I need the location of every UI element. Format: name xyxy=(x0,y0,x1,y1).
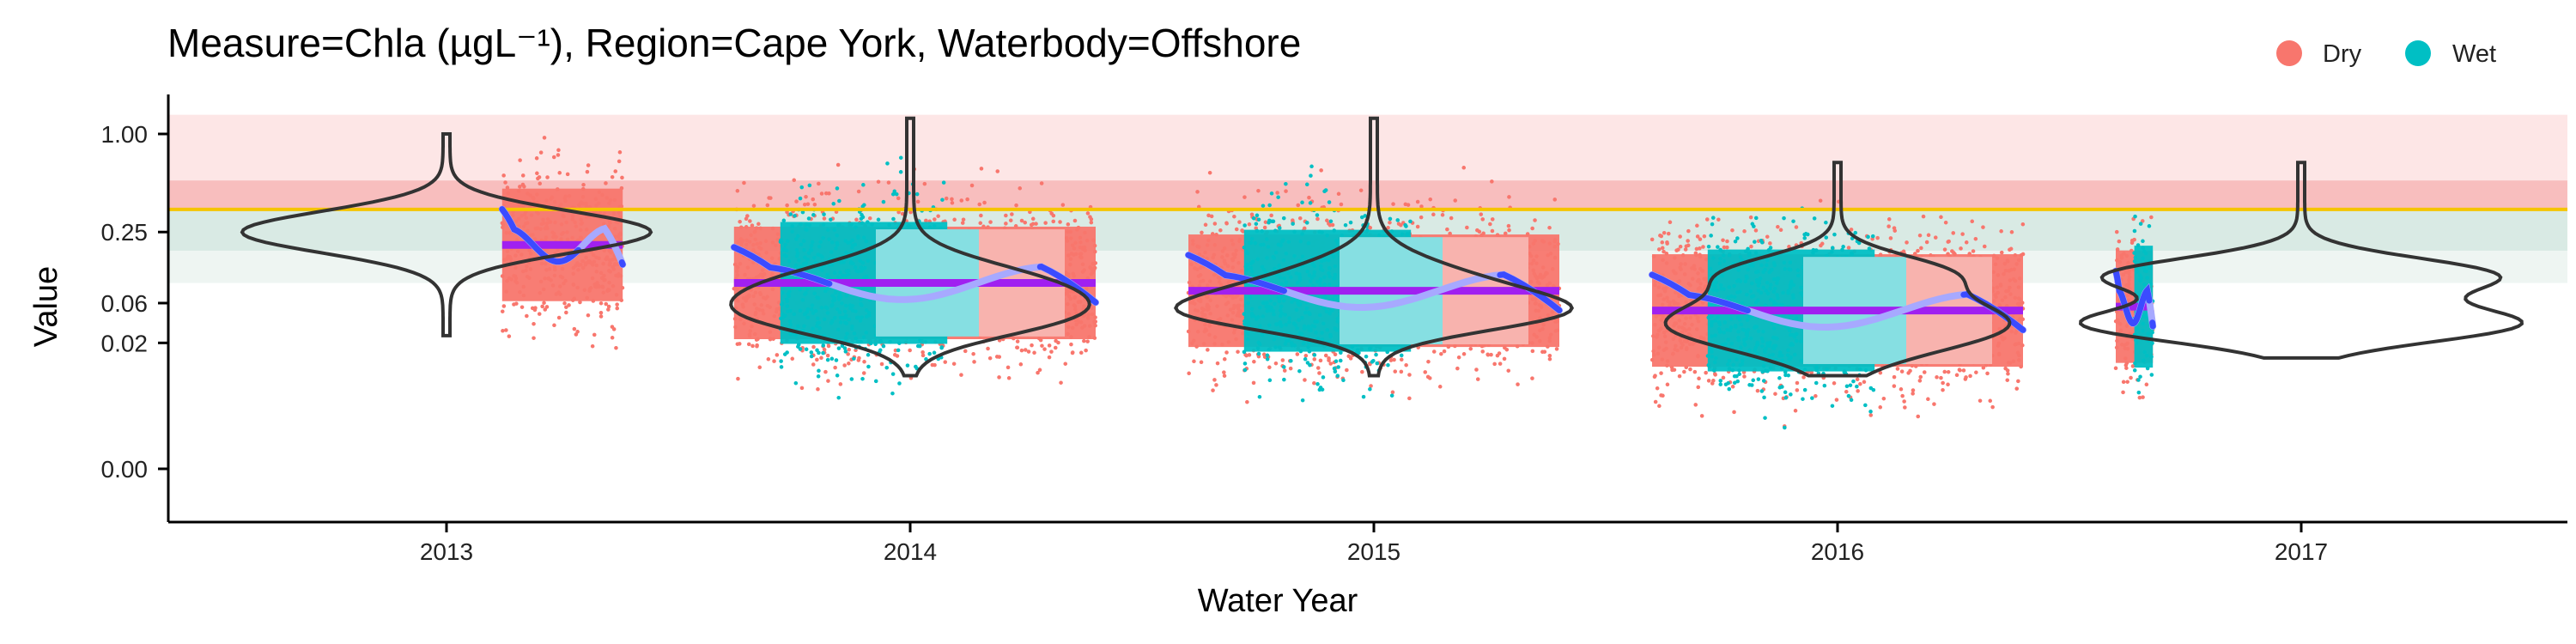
band-very-poor xyxy=(168,114,2567,181)
plot-area xyxy=(168,114,2567,430)
y-tick-label: 0.00 xyxy=(101,456,149,483)
x-axis-label: Water Year xyxy=(1198,583,1358,619)
y-tick-label: 0.06 xyxy=(101,290,149,317)
y-ticks: 1.00 0.25 0.06 0.02 0.00 xyxy=(101,121,168,483)
violin-2016 xyxy=(1663,161,2012,378)
trend-curve-dark-2013 xyxy=(499,206,626,268)
chart-title: Measure=Chla (µgL⁻¹), Region=Cape York, … xyxy=(167,21,1301,65)
legend-label-dry: Dry xyxy=(2323,40,2362,68)
violins xyxy=(240,116,2524,378)
violin-2015 xyxy=(1173,116,1575,378)
trend-curve-dark-2017 xyxy=(2112,268,2156,330)
y-tick-label: 0.02 xyxy=(101,330,149,356)
violin-2013 xyxy=(240,132,653,337)
violin-2014 xyxy=(729,116,1091,378)
axes: 1.000.250.060.020.00 2013 2014 2015 2016 201… xyxy=(28,94,2567,619)
violin-2017 xyxy=(2079,161,2524,360)
legend: Dry Wet xyxy=(2276,40,2496,68)
legend-swatch-wet xyxy=(2405,40,2431,66)
legend-swatch-dry xyxy=(2276,40,2302,66)
y-tick-label: 0.25 xyxy=(101,219,149,246)
trend-curve-dark-2016 xyxy=(1649,271,2026,333)
legend-label-wet: Wet xyxy=(2452,40,2496,68)
x-tick-label: 2016 xyxy=(1811,538,1864,565)
x-tick-label: 2017 xyxy=(2275,538,2328,565)
x-tick-label: 2015 xyxy=(1347,538,1400,565)
y-axis-label: Value xyxy=(28,266,64,347)
x-tick-label: 2013 xyxy=(420,538,473,565)
y-tick-label: 1.00 xyxy=(101,121,149,148)
x-tick-label: 2014 xyxy=(884,538,937,565)
x-ticks: 2013 2014 2015 2016 2017 xyxy=(420,522,2328,565)
